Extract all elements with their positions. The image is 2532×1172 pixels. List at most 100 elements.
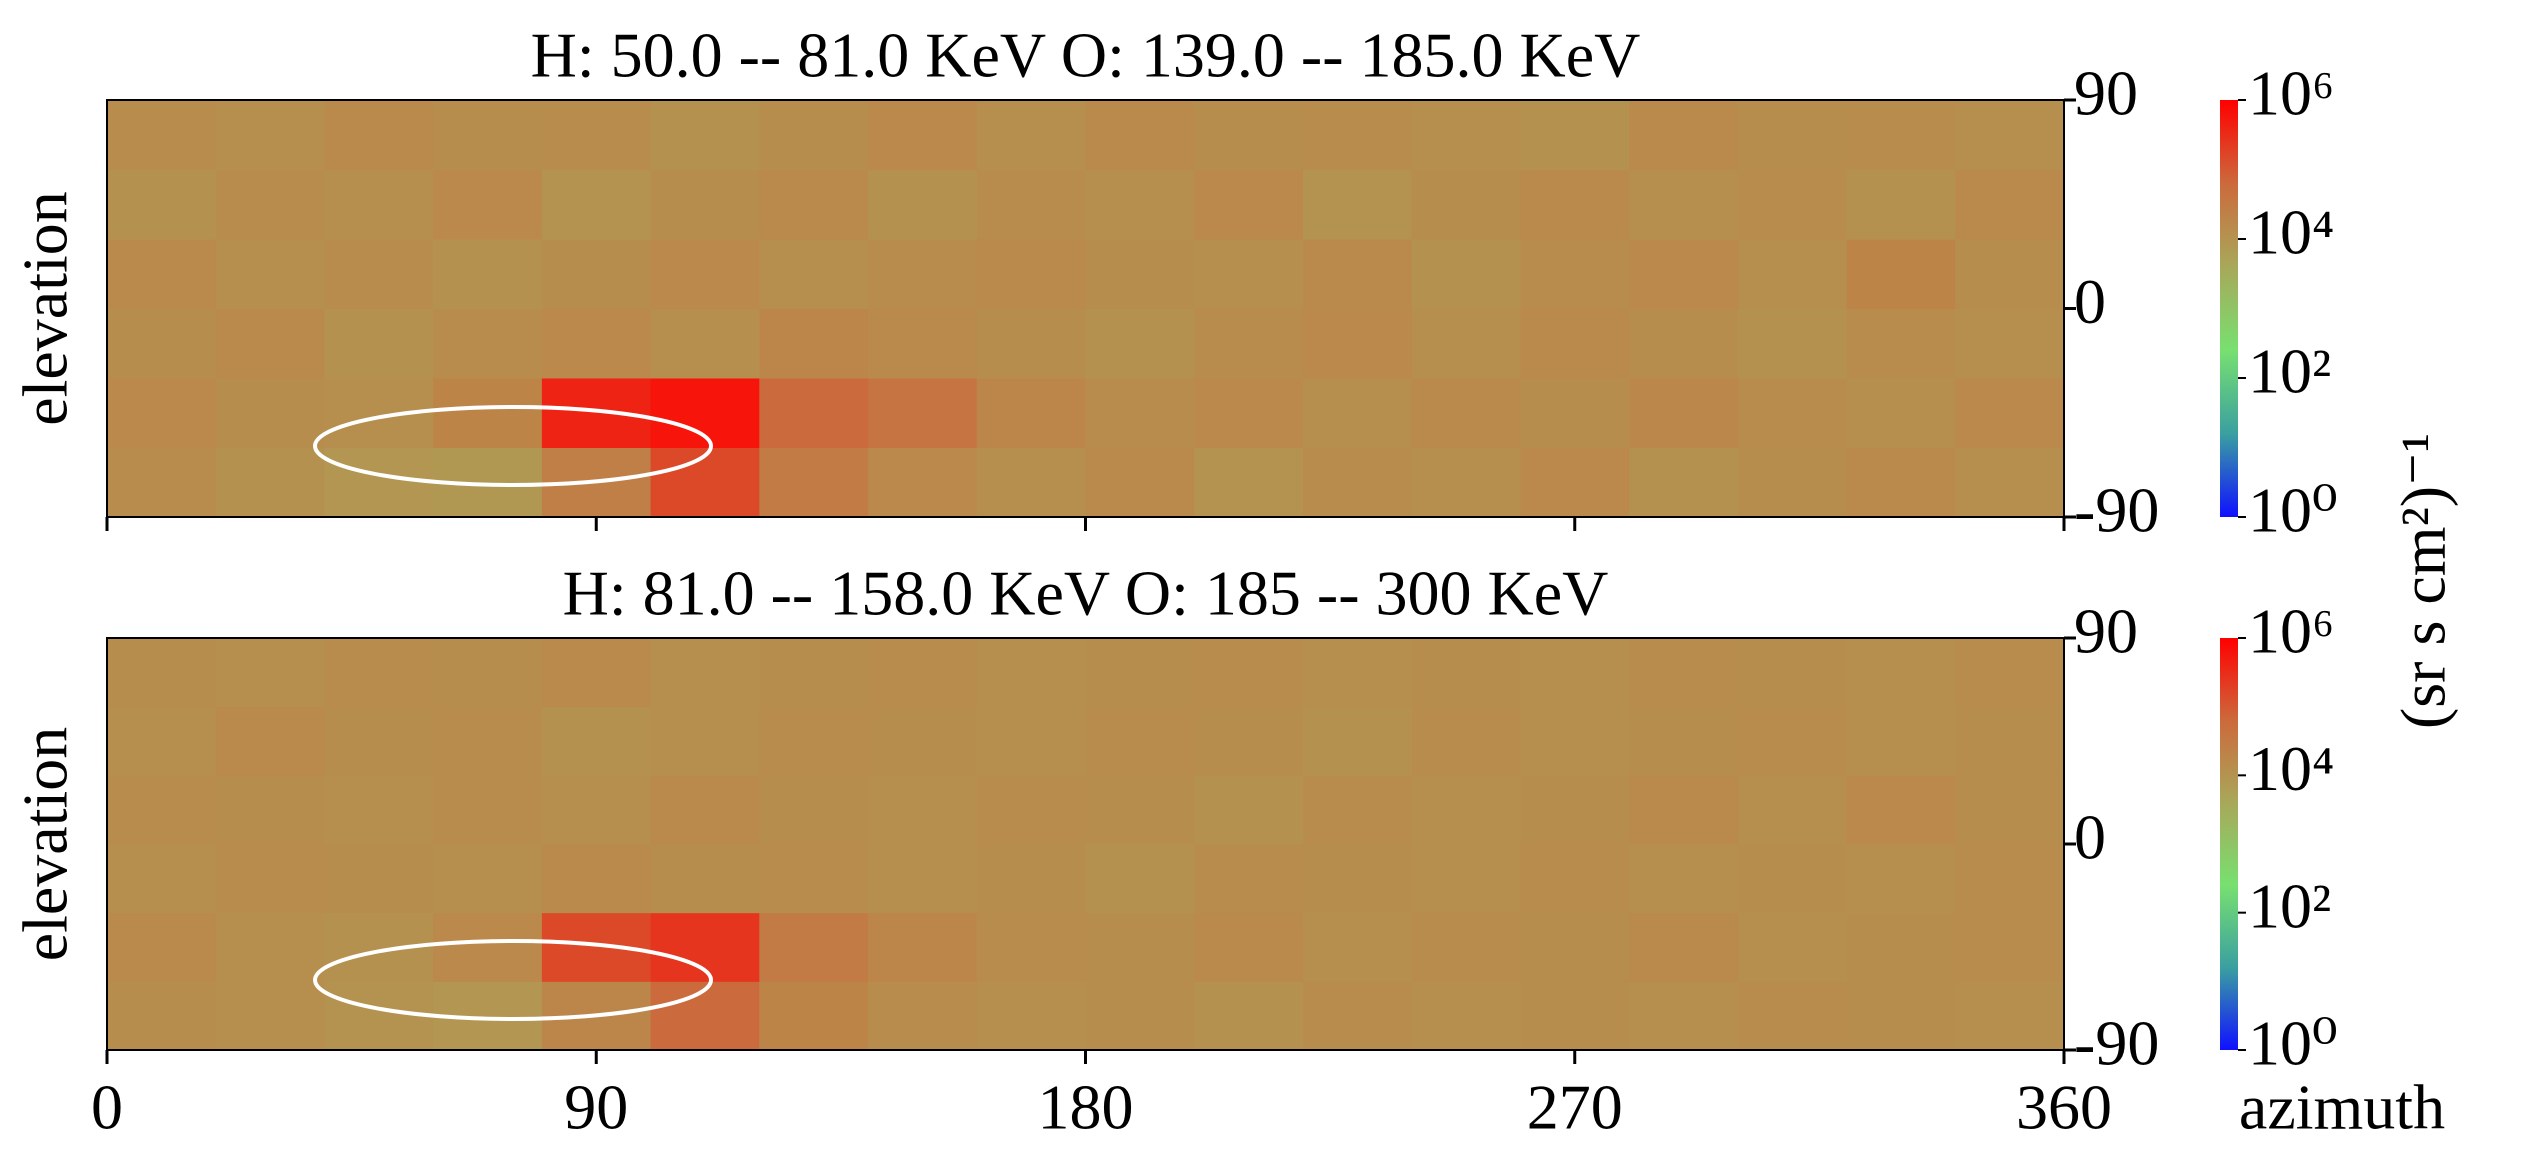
heatmap-cell <box>1955 447 2065 518</box>
heatmap-cell <box>1629 169 1739 240</box>
heatmap-cell <box>759 775 869 845</box>
heatmap-cell <box>107 844 217 914</box>
heatmap-cell <box>433 844 543 914</box>
heatmap-cell <box>650 169 760 240</box>
heatmap-cell <box>1955 239 2065 309</box>
heatmap-cell <box>1955 638 2065 708</box>
heatmap-cell <box>1194 775 1304 845</box>
heatmap-cell <box>1629 912 1739 982</box>
heatmap-cell <box>1629 378 1739 448</box>
heatmap-cell <box>1846 844 1956 914</box>
heatmap-cell <box>1302 239 1413 309</box>
heatmap-cell <box>1194 169 1304 240</box>
heatmap-cell <box>650 308 760 379</box>
heatmap-cell <box>541 308 652 379</box>
heatmap-cell <box>215 100 325 170</box>
heatmap-cell <box>1085 706 1195 776</box>
heatmap-cell <box>759 239 869 309</box>
heatmap-cell <box>1846 308 1956 379</box>
heatmap-cell <box>215 169 325 240</box>
heatmap-cell <box>868 775 978 845</box>
heatmap-cell <box>1194 706 1304 776</box>
heatmap-cell <box>1411 844 1521 914</box>
heatmap-cell <box>1085 308 1195 379</box>
heatmap-cell <box>976 239 1086 309</box>
colorbar <box>2220 638 2238 1050</box>
heatmap-cell <box>1955 308 2065 379</box>
heatmap-cell <box>1520 638 1630 708</box>
heatmap-cell <box>650 100 760 170</box>
heatmap-cell <box>541 378 652 448</box>
heatmap-cell <box>1411 378 1521 448</box>
heatmap-cell <box>1302 100 1413 170</box>
heatmap-cell <box>1846 447 1956 518</box>
heatmap-cell <box>1085 378 1195 448</box>
heatmap-cell <box>868 239 978 309</box>
heatmap-cell <box>1955 912 2065 982</box>
y-tick-label: -90 <box>2074 1008 2159 1079</box>
colorbar-label: (sr s cm²)⁻¹ <box>2388 433 2459 729</box>
heatmap-cell <box>433 378 543 448</box>
y-tick-label: 90 <box>2074 58 2138 129</box>
heatmap-cell <box>1846 239 1956 309</box>
heatmap-cell <box>541 638 652 708</box>
heatmap-cell <box>759 706 869 776</box>
heatmap-cell <box>215 638 325 708</box>
heatmap-cell <box>1846 638 1956 708</box>
heatmap-cell <box>650 706 760 776</box>
heatmap-cell <box>541 775 652 845</box>
heatmap-cell <box>1411 912 1521 982</box>
heatmap-cell <box>1194 308 1304 379</box>
heatmap-cell <box>433 912 543 982</box>
heatmap-cell <box>1737 239 1848 309</box>
heatmap-cell <box>107 775 217 845</box>
heatmap-cell <box>759 981 869 1051</box>
colorbar-tick-label: 10⁶ <box>2248 596 2334 667</box>
heatmap-cell <box>1846 378 1956 448</box>
heatmap-cell <box>868 706 978 776</box>
heatmap-cell <box>324 706 434 776</box>
y-tick-label: -90 <box>2074 475 2159 546</box>
heatmap-cell <box>1302 844 1413 914</box>
heatmap-cell <box>1520 447 1630 518</box>
heatmap-cell <box>976 308 1086 379</box>
colorbar-tick-label: 10⁰ <box>2248 475 2338 546</box>
heatmap-cell <box>1411 638 1521 708</box>
heatmap-cell <box>1846 775 1956 845</box>
heatmap-cell <box>759 447 869 518</box>
heatmap-cell <box>976 169 1086 240</box>
heatmap-cell <box>1737 447 1848 518</box>
heatmap-cell <box>215 308 325 379</box>
heatmap-cell <box>324 447 434 518</box>
heatmap-cell <box>1737 844 1848 914</box>
heatmap-cell <box>107 378 217 448</box>
heatmap-cell <box>1194 447 1304 518</box>
heatmap-cell <box>868 638 978 708</box>
heatmap-cell <box>1411 308 1521 379</box>
heatmap-cell <box>433 308 543 379</box>
heatmap-cell <box>433 239 543 309</box>
heatmap-cell <box>976 378 1086 448</box>
heatmap-cell <box>1955 706 2065 776</box>
heatmap-cell <box>1411 981 1521 1051</box>
heatmap-cell <box>215 775 325 845</box>
heatmap-cell <box>107 638 217 708</box>
heatmap-cell <box>868 981 978 1051</box>
heatmap-cell <box>1302 706 1413 776</box>
y-axis-label: elevation <box>10 727 81 962</box>
heatmap-cell <box>1955 100 2065 170</box>
heatmap-cell <box>433 775 543 845</box>
heatmap-cell <box>1411 169 1521 240</box>
heatmap-cell <box>433 638 543 708</box>
heatmap-cell <box>1302 981 1413 1051</box>
heatmap-cell <box>1520 308 1630 379</box>
heatmap-cell <box>107 912 217 982</box>
heatmap-cell <box>976 775 1086 845</box>
heatmap-cell <box>1085 638 1195 708</box>
heatmap-cell <box>976 100 1086 170</box>
heatmap-cell <box>650 239 760 309</box>
colorbar-tick-label: 10⁰ <box>2248 1008 2338 1079</box>
heatmap-cell <box>976 981 1086 1051</box>
heatmap-cell <box>650 981 760 1051</box>
